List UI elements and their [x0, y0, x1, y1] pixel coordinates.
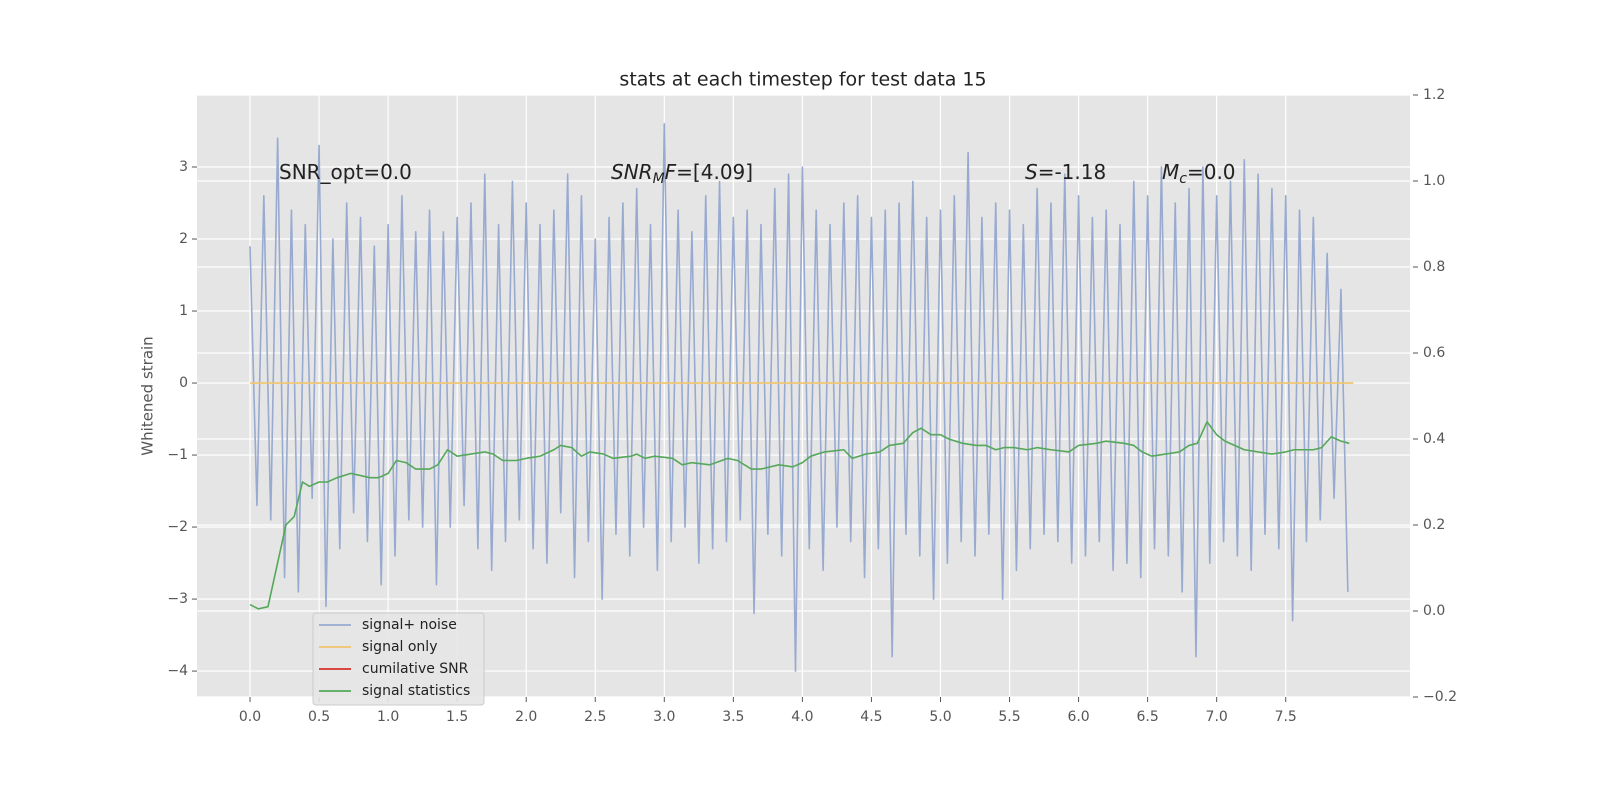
series-line [249, 420, 1350, 610]
legend-label: signal statistics [362, 683, 470, 699]
x-tick-label: 6.0 [1067, 709, 1089, 725]
y2-tick-label: 0.0 [1423, 603, 1445, 619]
y2-tick-label: 0.4 [1423, 431, 1445, 447]
legend-label: cumilative SNR [362, 661, 469, 677]
y-tick-label: −4 [167, 663, 188, 679]
legend-label: signal only [362, 639, 437, 655]
marks [249, 123, 1354, 672]
x-tick-label: 1.5 [446, 709, 468, 725]
x-tick-label: 5.5 [998, 709, 1020, 725]
y-tick-label: 2 [179, 231, 188, 247]
x-tick-label: 1.0 [377, 709, 399, 725]
legend-box [312, 612, 485, 706]
legend-label: signal+ noise [362, 617, 457, 633]
y2-tick-label: 1.0 [1423, 173, 1445, 189]
x-tick-label: 7.0 [1206, 709, 1228, 725]
y-tick-label: −2 [167, 519, 188, 535]
annotation: Mc=0.0 [1162, 160, 1236, 188]
y2-tick-label: 0.6 [1423, 345, 1445, 361]
x-tick-label: 2.0 [515, 709, 537, 725]
x-tick-label: 4.5 [860, 709, 882, 725]
y-axis-label: Whitened strain [139, 336, 157, 455]
annotation: S=-1.18 [1025, 160, 1106, 184]
x-tick-label: 4.0 [791, 709, 813, 725]
annotation-part: SNR [611, 160, 653, 184]
y2-tick-label: −0.2 [1423, 689, 1457, 705]
annotation: SNRMF=[4.09] [611, 160, 753, 188]
annotation: SNR_opt=0.0 [279, 160, 412, 184]
y-tick-label: 1 [179, 303, 188, 319]
annotation-part: =[4.09] [676, 160, 753, 184]
y2-tick-label: 0.8 [1423, 259, 1445, 275]
annotation-part: SNR_opt=0.0 [279, 160, 412, 184]
annotation-part: =-1.18 [1038, 160, 1107, 184]
x-tick-label: 7.5 [1275, 709, 1297, 725]
annotation-part: M [653, 171, 665, 187]
axes: 0.0 0.5 1.0 1.5 2.0 2.5 3.0 3.5 4.0 4.5 5.0 5.5 6.0 6… [167, 87, 1457, 725]
x-tick-label: 0.5 [308, 709, 330, 725]
annotation-part: S [1025, 160, 1038, 184]
y-tick-label: 3 [179, 159, 188, 175]
x-tick-label: 6.5 [1136, 709, 1158, 725]
x-tick-label: 5.0 [929, 709, 951, 725]
x-tick-label: 3.0 [653, 709, 675, 725]
chart-title: stats at each timestep for test data 15 [619, 69, 986, 91]
annotation-part: c [1179, 171, 1187, 187]
series-line [249, 123, 1349, 672]
annotation-part: =0.0 [1187, 160, 1236, 184]
y2-tick-label: 1.2 [1423, 87, 1445, 103]
y-tick-label: 0 [179, 375, 188, 391]
annotation-part: F [665, 160, 677, 184]
annotation-part: M [1162, 160, 1179, 184]
x-tick-label: 3.5 [722, 709, 744, 725]
y2-tick-label: 0.2 [1423, 517, 1445, 533]
y-tick-label: −3 [167, 591, 188, 607]
legend: signal+ noise signal only cumilative SNR si… [312, 612, 485, 706]
x-tick-label: 0.0 [239, 709, 261, 725]
x-tick-label: 2.5 [584, 709, 606, 725]
y-tick-label: −1 [167, 447, 188, 463]
